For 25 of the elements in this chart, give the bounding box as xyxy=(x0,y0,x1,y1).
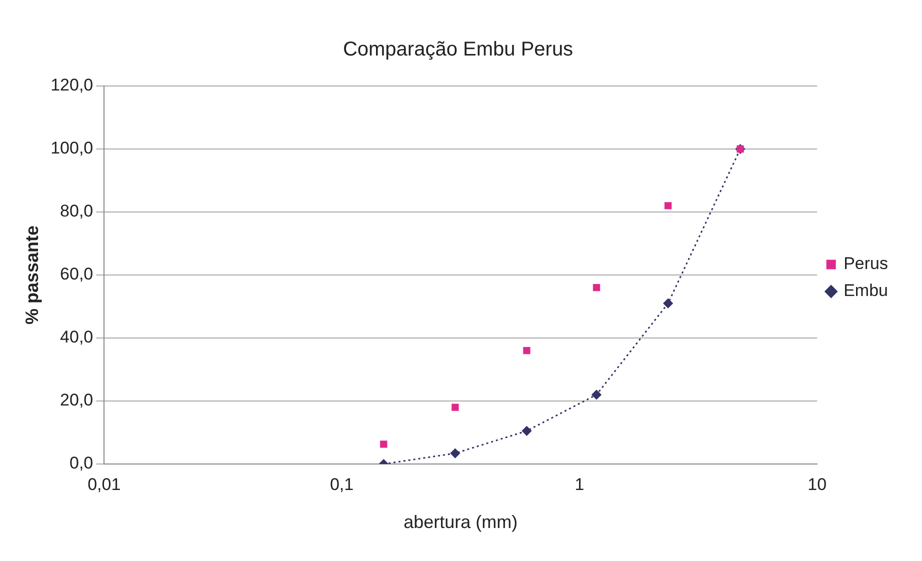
x-tick-label: 0,1 xyxy=(330,474,354,494)
x-tick-label: 1 xyxy=(574,474,584,494)
point xyxy=(522,426,532,436)
chart-title: Comparação Embu Perus xyxy=(342,38,574,61)
legend-label: Embu xyxy=(844,281,888,300)
x-tick-label: 10 xyxy=(808,474,827,494)
point xyxy=(664,202,672,210)
point xyxy=(663,298,673,308)
y-axis-title: % passante xyxy=(22,225,42,325)
x-axis-title: abertura (mm) xyxy=(404,512,518,532)
y-tick-label: 80,0 xyxy=(60,202,94,221)
y-tick-label: 0,0 xyxy=(70,454,94,473)
point xyxy=(523,347,530,354)
point xyxy=(592,284,600,292)
y-tick-label: 100,0 xyxy=(50,138,94,158)
point xyxy=(592,390,602,400)
legend-label: Perus xyxy=(844,254,888,274)
x-tick-label: 0,01 xyxy=(88,474,121,494)
y-tick-label: 20,0 xyxy=(60,390,94,410)
point xyxy=(450,448,460,458)
point xyxy=(380,440,388,448)
y-tick-label: 60,0 xyxy=(60,264,94,284)
y-tick-label: 120,0 xyxy=(50,76,94,95)
y-tick-label: 40,0 xyxy=(60,328,94,347)
point xyxy=(452,404,459,411)
